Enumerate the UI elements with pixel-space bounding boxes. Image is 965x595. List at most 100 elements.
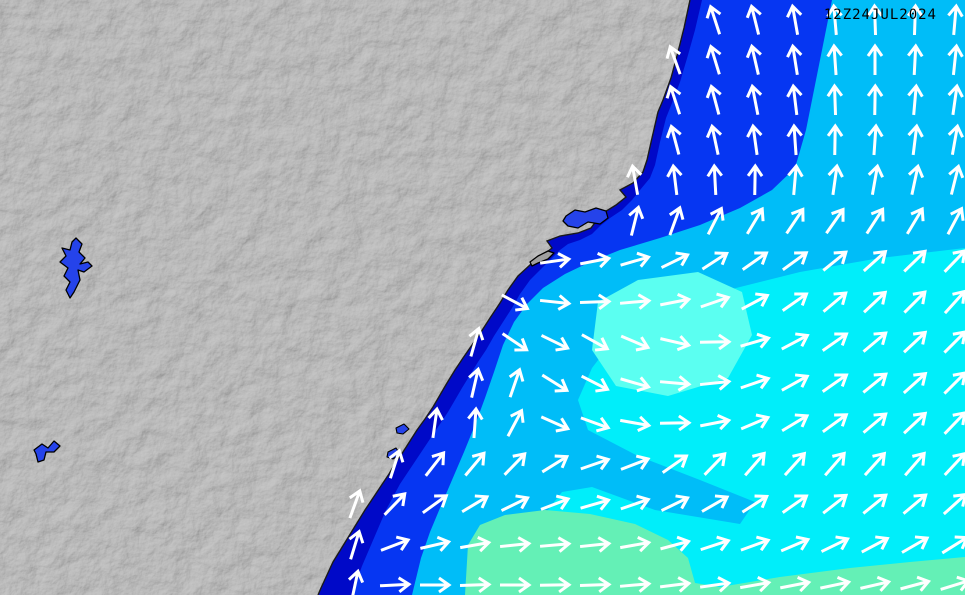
wave-direction-arrow — [860, 575, 892, 592]
wave-direction-arrow — [861, 535, 890, 554]
wave-direction-arrow — [539, 294, 572, 311]
wave-direction-arrow — [619, 576, 652, 593]
coastal-lagoon — [562, 207, 609, 229]
wave-direction-arrow — [706, 163, 723, 196]
wave-direction-arrow — [665, 84, 682, 115]
wave-direction-arrow — [907, 43, 924, 76]
wave-direction-arrow — [541, 373, 570, 393]
wave-direction-arrow — [620, 251, 651, 268]
wave-direction-arrow — [660, 535, 692, 552]
wave-direction-arrow — [781, 373, 810, 392]
wave-direction-arrow — [746, 123, 763, 156]
wave-direction-arrow — [348, 529, 365, 560]
wave-direction-arrow — [866, 43, 884, 75]
wave-direction-arrow — [347, 568, 365, 595]
wave-direction-arrow — [781, 332, 810, 351]
wave-direction-arrow — [660, 335, 692, 352]
wave-direction-arrow — [786, 83, 803, 116]
wave-direction-arrow — [740, 413, 771, 431]
wave-direction-arrow — [820, 535, 850, 553]
wave-direction-arrow — [865, 207, 885, 235]
wave-direction-arrow — [862, 412, 888, 434]
wave-direction-arrow — [619, 293, 652, 310]
wave-direction-arrow — [867, 123, 884, 156]
wave-direction-arrow — [380, 535, 411, 552]
wave-direction-arrow — [388, 448, 405, 479]
wave-direction-arrow — [501, 293, 530, 312]
wave-direction-arrow — [705, 123, 723, 155]
wave-direction-arrow — [665, 123, 682, 155]
wave-direction-arrow — [825, 207, 845, 235]
wave-direction-arrow — [501, 332, 529, 352]
wave-direction-arrow — [741, 494, 769, 514]
wave-direction-arrow — [539, 536, 572, 553]
wave-direction-arrow — [940, 575, 965, 592]
wave-direction-arrow — [824, 451, 846, 477]
wave-direction-arrow — [786, 123, 803, 156]
wave-direction-arrow — [783, 451, 807, 477]
wave-direction-arrow — [781, 413, 810, 433]
wave-direction-arrow — [906, 3, 924, 36]
wave-direction-arrow — [862, 249, 888, 273]
wave-direction-arrow — [540, 334, 570, 352]
wave-direction-arrow — [903, 290, 927, 314]
wave-direction-arrow — [659, 292, 692, 310]
wave-direction-arrow — [421, 494, 449, 515]
wave-direction-arrow — [901, 535, 930, 554]
wave-direction-arrow — [827, 163, 844, 196]
wave-direction-arrow — [503, 452, 527, 476]
wave-direction-arrow — [781, 251, 809, 272]
coastal-inlet — [395, 423, 410, 435]
wave-direction-arrow — [904, 451, 926, 477]
wave-band-aqua-green — [465, 510, 965, 595]
wave-direction-arrow — [821, 332, 849, 352]
wave-direction-arrow — [506, 408, 525, 437]
wave-direction-arrow — [459, 576, 492, 594]
wave-direction-arrow — [580, 494, 611, 511]
wave-direction-arrow — [821, 413, 849, 434]
wave-direction-arrow — [420, 576, 452, 594]
wave-direction-arrow — [907, 83, 924, 116]
wave-direction-arrow — [539, 252, 572, 269]
wave-direction-arrow — [580, 454, 611, 471]
wave-direction-arrow — [705, 4, 722, 35]
wave-direction-arrow — [947, 3, 964, 36]
wave-direction-arrow — [668, 205, 685, 236]
wave-direction-arrow — [699, 413, 732, 431]
wave-direction-arrow — [907, 123, 924, 156]
wave-direction-arrow — [780, 535, 811, 553]
wave-direction-arrow — [579, 251, 612, 269]
wave-direction-arrow — [826, 3, 843, 36]
wave-direction-arrow — [427, 406, 444, 439]
wave-direction-arrow — [424, 450, 446, 477]
small-lake — [33, 440, 61, 463]
wave-direction-arrow — [862, 493, 888, 515]
wave-direction-arrow — [903, 330, 928, 354]
wave-direction-arrow — [705, 44, 722, 75]
wave-direction-arrow — [468, 366, 485, 398]
wave-direction-arrow — [947, 43, 964, 76]
wave-direction-arrow — [499, 536, 532, 553]
wave-direction-arrow — [943, 289, 965, 315]
wave-direction-arrow — [902, 493, 928, 515]
wave-direction-arrow — [699, 333, 732, 351]
wave-direction-arrow — [745, 83, 763, 116]
wave-direction-arrow — [580, 416, 611, 433]
wave-direction-arrow — [862, 331, 888, 353]
wave-direction-arrow — [420, 535, 452, 552]
wave-direction-arrow — [540, 494, 571, 511]
reservoir-lake — [59, 237, 93, 299]
wave-direction-arrow — [822, 250, 848, 272]
wave-direction-arrow — [941, 535, 965, 555]
wave-direction-arrow — [947, 123, 964, 156]
wave-direction-arrow — [461, 494, 490, 514]
wave-direction-arrow — [540, 415, 571, 433]
wave-direction-arrow — [459, 536, 492, 553]
wave-direction-arrow — [745, 43, 762, 75]
wave-direction-arrow — [900, 575, 932, 592]
wave-direction-arrow — [786, 43, 803, 76]
forecast-timestamp-label: 12Z24JUL2024 — [823, 7, 937, 23]
wave-direction-arrow — [706, 206, 725, 236]
wave-direction-arrow — [786, 3, 803, 36]
wave-direction-arrow — [745, 206, 765, 235]
